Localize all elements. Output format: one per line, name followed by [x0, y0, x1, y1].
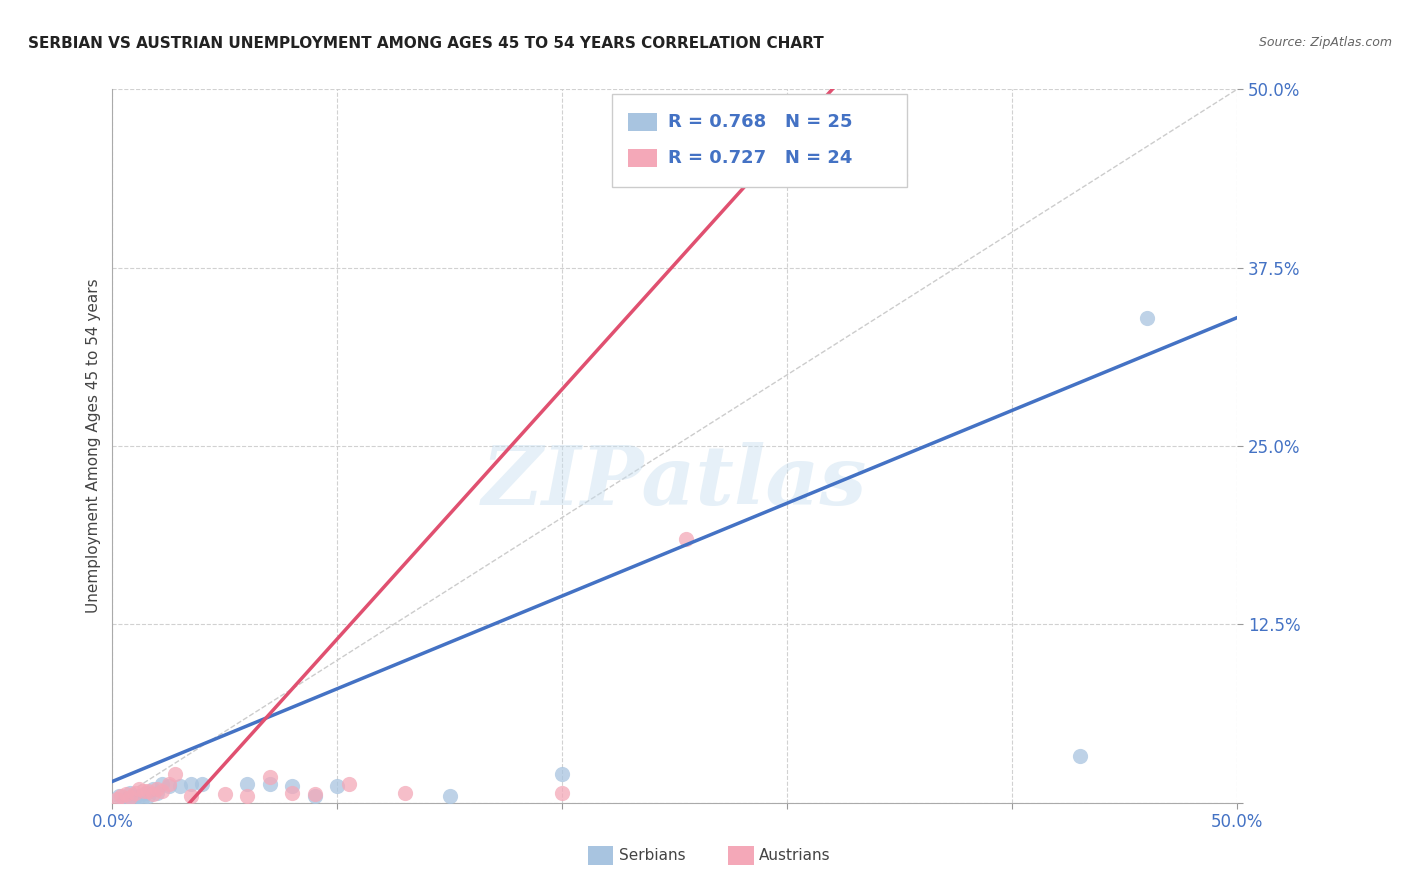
Point	[157, 779, 180, 793]
Point	[124, 790, 146, 805]
Y-axis label: Unemployment Among Ages 45 to 54 years: Unemployment Among Ages 45 to 54 years	[86, 278, 101, 614]
Point	[142, 787, 165, 801]
Point	[180, 789, 202, 803]
Point	[142, 781, 165, 796]
Point	[108, 789, 131, 803]
Text: ZIPatlas: ZIPatlas	[482, 442, 868, 522]
Point	[146, 781, 169, 796]
Point	[132, 784, 155, 798]
Point	[281, 779, 304, 793]
Point	[150, 777, 173, 791]
Point	[214, 787, 236, 801]
Point	[236, 777, 259, 791]
Point	[138, 789, 160, 803]
Point	[180, 777, 202, 791]
Point	[120, 790, 142, 805]
Point	[165, 767, 187, 781]
Text: Serbians: Serbians	[619, 848, 685, 863]
Text: R = 0.727   N = 24: R = 0.727 N = 24	[668, 149, 852, 167]
Point	[675, 532, 697, 546]
Point	[1136, 310, 1159, 325]
Text: Source: ZipAtlas.com: Source: ZipAtlas.com	[1258, 36, 1392, 49]
Point	[117, 791, 139, 805]
Point	[259, 777, 281, 791]
Point	[124, 786, 146, 800]
Text: SERBIAN VS AUSTRIAN UNEMPLOYMENT AMONG AGES 45 TO 54 YEARS CORRELATION CHART: SERBIAN VS AUSTRIAN UNEMPLOYMENT AMONG A…	[28, 36, 824, 51]
Point	[128, 789, 150, 803]
Point	[131, 791, 153, 805]
Point	[191, 777, 214, 791]
Point	[157, 777, 180, 791]
Point	[439, 789, 461, 803]
Point	[551, 786, 574, 800]
Text: R = 0.768   N = 25: R = 0.768 N = 25	[668, 113, 852, 131]
Point	[304, 789, 326, 803]
Point	[110, 789, 132, 803]
Point	[115, 787, 138, 801]
Point	[135, 786, 157, 800]
Point	[889, 168, 911, 182]
Point	[551, 767, 574, 781]
Point	[236, 789, 259, 803]
Point	[105, 791, 128, 805]
Point	[138, 784, 160, 798]
Point	[120, 786, 142, 800]
Point	[150, 784, 173, 798]
Point	[326, 779, 349, 793]
Point	[281, 786, 304, 800]
Text: Austrians: Austrians	[759, 848, 831, 863]
Point	[1069, 748, 1091, 763]
Point	[128, 781, 150, 796]
Point	[169, 779, 191, 793]
Point	[146, 786, 169, 800]
Point	[304, 787, 326, 801]
Point	[394, 786, 416, 800]
Point	[337, 777, 360, 791]
Point	[259, 770, 281, 784]
Point	[112, 793, 135, 807]
